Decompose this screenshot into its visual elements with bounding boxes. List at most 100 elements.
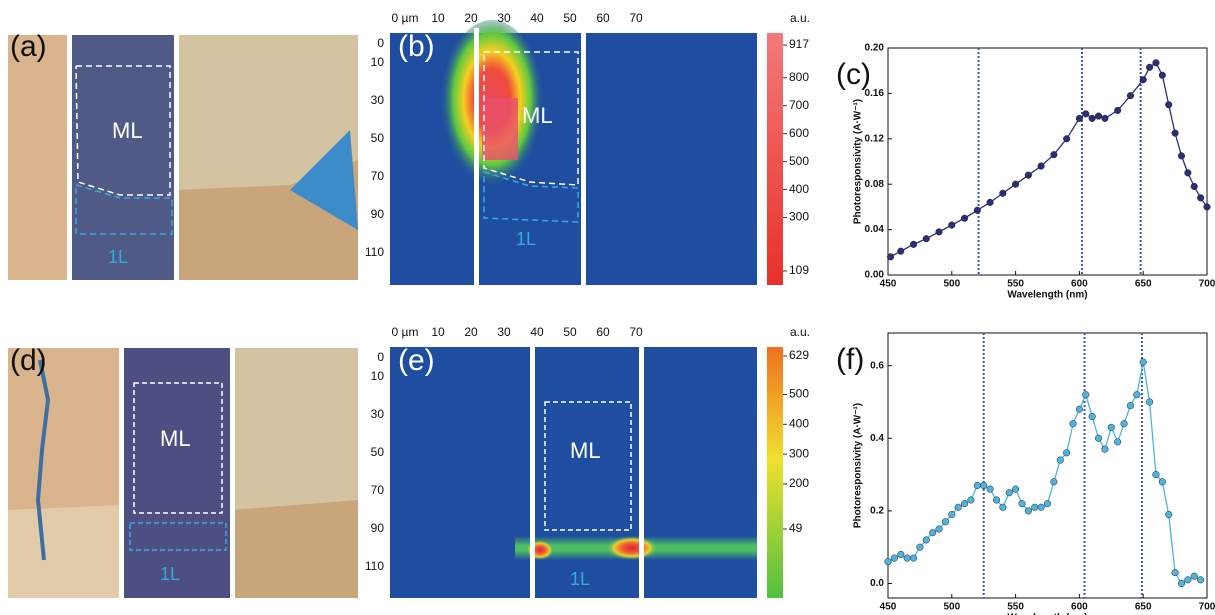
data-point bbox=[1025, 508, 1032, 515]
optical-image-d bbox=[8, 348, 358, 603]
data-point bbox=[1012, 181, 1019, 188]
data-point bbox=[1019, 500, 1026, 507]
heat-spot bbox=[606, 536, 658, 560]
data-point bbox=[993, 497, 1000, 504]
data-point bbox=[1159, 72, 1166, 79]
y-tick-label: 0.6 bbox=[870, 360, 884, 371]
colorbar-tick-label: 500 bbox=[789, 154, 809, 168]
x-tick-label: 30 bbox=[497, 325, 511, 339]
y-tick-label: 50 bbox=[371, 445, 385, 459]
colorbar-tick-label: 629 bbox=[789, 348, 809, 362]
x-tick-label: 50 bbox=[563, 325, 577, 339]
data-point bbox=[904, 555, 911, 562]
data-point bbox=[1063, 136, 1070, 143]
y-tick-label: 0.4 bbox=[870, 433, 884, 444]
colorbar-tick-label: 700 bbox=[789, 98, 809, 112]
data-point bbox=[885, 558, 892, 565]
data-point bbox=[1185, 170, 1192, 177]
colorbar-tick-label: 917 bbox=[789, 37, 809, 51]
y-tick-label: 90 bbox=[371, 207, 385, 221]
data-point bbox=[923, 537, 930, 544]
plot-frame bbox=[888, 48, 1207, 275]
x-tick-label: 60 bbox=[596, 11, 610, 25]
x-tick-label: 70 bbox=[629, 325, 643, 339]
colorbar-tick-label: 400 bbox=[789, 182, 809, 196]
data-point bbox=[1095, 113, 1102, 120]
colorbar-tick-label: 800 bbox=[789, 70, 809, 84]
electrode bbox=[174, 35, 179, 285]
region-label: ML bbox=[112, 118, 143, 143]
data-point bbox=[1146, 399, 1153, 406]
x-tick-label: 650 bbox=[1135, 279, 1152, 290]
data-point bbox=[1095, 435, 1102, 442]
data-point bbox=[1204, 204, 1211, 211]
data-point bbox=[1057, 457, 1064, 464]
x-tick-label: 0 µm bbox=[392, 325, 419, 339]
data-point bbox=[980, 482, 987, 489]
y-tick-label: 10 bbox=[371, 369, 385, 383]
x-tick-label: 700 bbox=[1199, 602, 1215, 613]
data-point bbox=[987, 486, 994, 493]
x-tick-label: 40 bbox=[530, 11, 544, 25]
region-label: ML bbox=[570, 438, 601, 463]
y-tick-label: 0.00 bbox=[865, 270, 885, 281]
x-tick-label: 20 bbox=[464, 11, 478, 25]
data-point bbox=[1127, 402, 1134, 409]
optical-image-a bbox=[8, 35, 358, 285]
data-point bbox=[910, 241, 917, 248]
data-point bbox=[1044, 500, 1051, 507]
data-point bbox=[1006, 489, 1013, 496]
region-label: 1L bbox=[160, 564, 180, 584]
x-tick-label: 700 bbox=[1199, 279, 1215, 290]
data-point bbox=[1159, 479, 1166, 486]
data-point bbox=[974, 207, 981, 214]
data-point bbox=[1134, 391, 1141, 398]
x-tick-label: 550 bbox=[1007, 279, 1024, 290]
y-tick-label: 0.04 bbox=[865, 224, 885, 235]
data-point bbox=[961, 500, 968, 507]
x-tick-label: 50 bbox=[563, 11, 577, 25]
panel-label: (b) bbox=[398, 30, 435, 63]
y-tick-label: 90 bbox=[371, 521, 385, 535]
data-point bbox=[910, 555, 917, 562]
y-tick-label: 30 bbox=[371, 407, 385, 421]
electrode bbox=[119, 348, 124, 603]
colorbar-tick-label: 49 bbox=[789, 521, 803, 535]
data-point bbox=[1076, 406, 1083, 413]
data-point bbox=[1191, 183, 1198, 190]
electrode bbox=[67, 35, 72, 285]
data-point bbox=[1114, 439, 1121, 446]
colorbar-tick-label: 600 bbox=[789, 126, 809, 140]
x-tick-label: 650 bbox=[1135, 602, 1152, 613]
data-point bbox=[974, 482, 981, 489]
data-point bbox=[1140, 76, 1147, 83]
data-point bbox=[1172, 130, 1179, 137]
data-point bbox=[891, 555, 898, 562]
data-point bbox=[887, 254, 894, 261]
data-point bbox=[1185, 577, 1192, 584]
data-point bbox=[1038, 163, 1045, 170]
data-point bbox=[1127, 92, 1134, 99]
colorbar-tick-label: 500 bbox=[789, 387, 809, 401]
photocurrent-map-b bbox=[390, 20, 783, 290]
colorbar bbox=[767, 33, 783, 285]
data-point bbox=[1063, 449, 1070, 456]
map-background bbox=[390, 347, 757, 598]
y-tick-label: 50 bbox=[371, 131, 385, 145]
data-point bbox=[1025, 172, 1032, 179]
data-point bbox=[1108, 424, 1115, 431]
x-axis-label: Wavelength (nm) bbox=[1007, 290, 1087, 301]
data-point bbox=[897, 551, 904, 558]
flake bbox=[232, 500, 358, 598]
x-tick-label: 550 bbox=[1007, 602, 1024, 613]
y-axis-label: Photoresponsivity (A·W⁻¹) bbox=[853, 99, 864, 224]
colorbar-tick-label: 400 bbox=[789, 416, 809, 430]
data-point bbox=[1178, 580, 1185, 587]
x-tick-label: 60 bbox=[596, 325, 610, 339]
flake bbox=[8, 505, 122, 598]
data-point bbox=[1102, 115, 1109, 122]
data-point bbox=[1165, 101, 1172, 108]
data-point bbox=[1146, 64, 1153, 71]
data-point bbox=[1012, 486, 1019, 493]
x-tick-label: 500 bbox=[943, 279, 960, 290]
